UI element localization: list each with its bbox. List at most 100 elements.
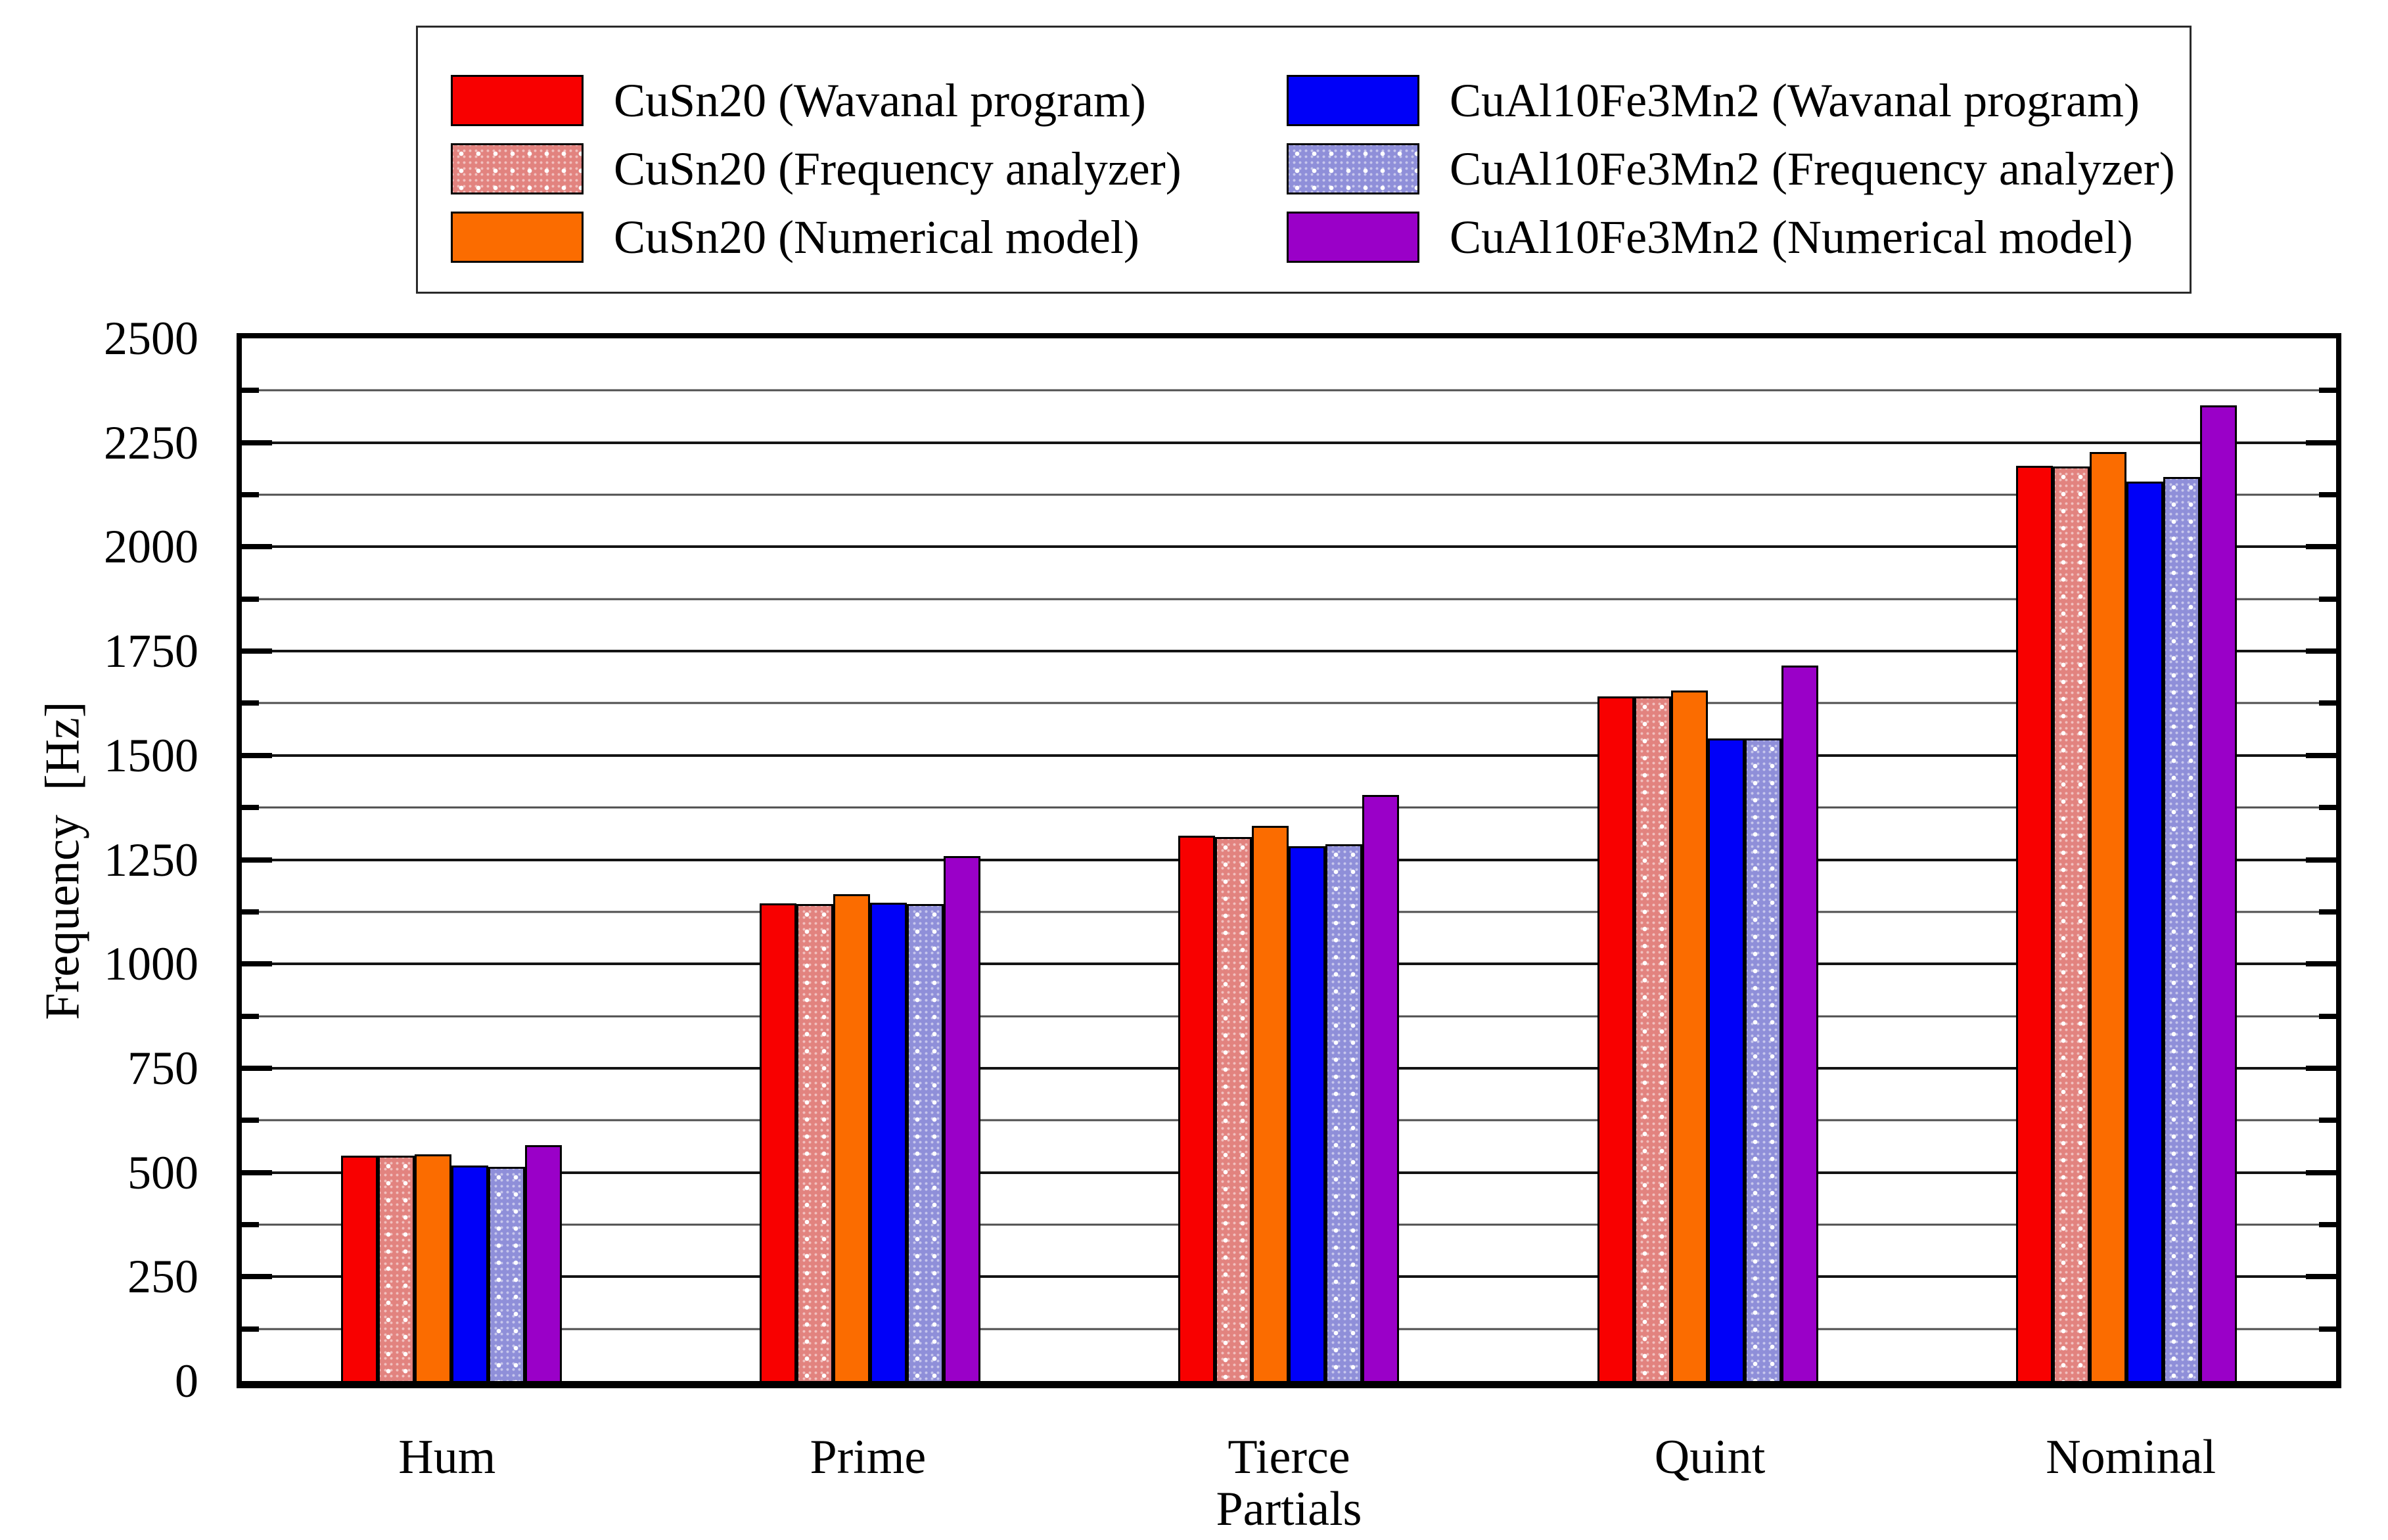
- y-tick-label: 2250: [104, 416, 198, 469]
- bar: [377, 1156, 415, 1381]
- legend-swatch-cual10fe3mn2-freq-analyzer: [1287, 143, 1419, 194]
- y-axis-minor-tick: [242, 492, 259, 498]
- y-axis-minor-tick: [2319, 492, 2336, 498]
- y-axis-minor-tick: [2319, 1118, 2336, 1123]
- y-tick-label: 1750: [104, 625, 198, 678]
- legend-item: CuSn20 (Wavanal program): [451, 75, 1287, 126]
- y-axis-major-tick: [242, 857, 272, 863]
- bar: [796, 904, 834, 1381]
- legend-item: CuAl10Fe3Mn2 (Frequency analyzer): [1287, 143, 2190, 194]
- legend-label: CuSn20 (Wavanal program): [614, 74, 1146, 127]
- legend-item: CuAl10Fe3Mn2 (Numerical model): [1287, 212, 2190, 263]
- y-axis-major-tick: [2306, 1065, 2336, 1071]
- legend-swatch-cual10fe3mn2-wavanal: [1287, 75, 1419, 126]
- bar-group-quint: [1597, 338, 1818, 1381]
- y-tick-label: 1500: [104, 729, 198, 782]
- y-axis-minor-tick: [2319, 1326, 2336, 1332]
- minor-gridline: [242, 493, 2336, 496]
- bar: [2016, 465, 2054, 1381]
- bar-column-hum: [242, 338, 660, 1381]
- bar: [944, 856, 981, 1381]
- bar: [870, 902, 907, 1381]
- x-axis-category-labels: Hum Prime Tierce Quint Nominal: [237, 1424, 2341, 1490]
- legend: CuSn20 (Wavanal program) CuAl10Fe3Mn2 (W…: [416, 26, 2192, 294]
- bar-column-tierce: [1080, 338, 1498, 1381]
- x-category-label-nominal: Nominal: [2046, 1430, 2216, 1484]
- y-axis-major-tick: [2306, 648, 2336, 654]
- y-tick-label: 250: [127, 1250, 198, 1303]
- y-tick-label: 0: [175, 1355, 198, 1407]
- y-axis-minor-tick: [2319, 700, 2336, 706]
- bar: [1178, 835, 1216, 1381]
- bar-column-nominal: [1917, 338, 2336, 1381]
- x-category-label-hum: Hum: [398, 1430, 496, 1484]
- x-category-label-prime: Prime: [810, 1430, 927, 1484]
- y-axis-major-tick: [2306, 857, 2336, 863]
- legend-label: CuAl10Fe3Mn2 (Frequency analyzer): [1450, 143, 2175, 195]
- legend-item: CuAl10Fe3Mn2 (Wavanal program): [1287, 75, 2190, 126]
- y-tick-label: 2000: [104, 520, 198, 574]
- y-axis-major-tick: [2306, 752, 2336, 758]
- major-gridline: [242, 545, 2336, 549]
- bar: [524, 1145, 562, 1381]
- y-axis-major-tick: [2306, 1169, 2336, 1175]
- bar-group-hum: [340, 338, 562, 1381]
- legend-swatch-cual10fe3mn2-numerical: [1287, 212, 1419, 263]
- y-axis-major-tick: [2306, 961, 2336, 967]
- legend-swatch-cusn20-freq-analyzer: [451, 143, 584, 194]
- bar-group-tierce: [1178, 338, 1400, 1381]
- bar: [2053, 466, 2090, 1381]
- bar: [2126, 482, 2164, 1381]
- y-axis-minor-tick: [2319, 1013, 2336, 1019]
- legend-label: CuAl10Fe3Mn2 (Wavanal program): [1450, 74, 2140, 127]
- bar: [760, 903, 797, 1381]
- plot-area: [237, 333, 2341, 1388]
- y-tick-label: 500: [127, 1146, 198, 1199]
- bar: [2200, 405, 2238, 1381]
- y-axis-minor-tick: [2319, 596, 2336, 602]
- y-axis-major-tick: [242, 544, 272, 550]
- x-category-label-quint: Quint: [1654, 1430, 1766, 1484]
- y-axis-minor-tick: [242, 388, 259, 394]
- legend-item: CuSn20 (Frequency analyzer): [451, 143, 1287, 194]
- y-tick-label: 2500: [104, 312, 198, 365]
- bar-group-prime: [760, 338, 981, 1381]
- y-axis-minor-tick: [242, 909, 259, 915]
- y-axis-major-tick: [2306, 544, 2336, 550]
- y-axis-minor-tick: [242, 1118, 259, 1123]
- legend-label: CuAl10Fe3Mn2 (Numerical model): [1450, 211, 2133, 263]
- y-axis-minor-tick: [242, 700, 259, 706]
- y-axis-major-tick: [242, 1169, 272, 1175]
- y-axis-minor-tick: [242, 1221, 259, 1227]
- bar: [1781, 666, 1818, 1381]
- y-axis-major-tick: [242, 1065, 272, 1071]
- y-axis-major-tick: [242, 752, 272, 758]
- bar: [1289, 846, 1326, 1381]
- minor-gridline: [242, 702, 2336, 704]
- bar: [340, 1156, 378, 1381]
- bar: [488, 1167, 525, 1381]
- bar: [1597, 696, 1634, 1381]
- bar: [451, 1166, 488, 1381]
- bar: [2090, 451, 2127, 1381]
- y-axis-major-tick: [2306, 1274, 2336, 1280]
- y-axis-minor-tick: [242, 1326, 259, 1332]
- bar: [833, 894, 871, 1381]
- x-axis-title: Partials: [1216, 1482, 1362, 1536]
- bar-group-nominal: [2016, 338, 2238, 1381]
- y-axis-major-tick: [242, 1274, 272, 1280]
- x-category-label-tierce: Tierce: [1228, 1430, 1350, 1484]
- major-gridline: [242, 754, 2336, 757]
- legend-item: CuSn20 (Numerical model): [451, 212, 1287, 263]
- bar: [1707, 738, 1745, 1381]
- legend-swatch-cusn20-numerical: [451, 212, 584, 263]
- minor-gridline: [242, 806, 2336, 809]
- y-axis-major-tick: [242, 961, 272, 967]
- y-tick-label: 1000: [104, 938, 198, 991]
- bar-column-quint: [1498, 338, 1917, 1381]
- plot-inner: [242, 338, 2336, 1381]
- bar: [907, 904, 944, 1381]
- bar: [1325, 844, 1363, 1381]
- bar: [1744, 738, 1781, 1381]
- y-tick-label: 1250: [104, 833, 198, 886]
